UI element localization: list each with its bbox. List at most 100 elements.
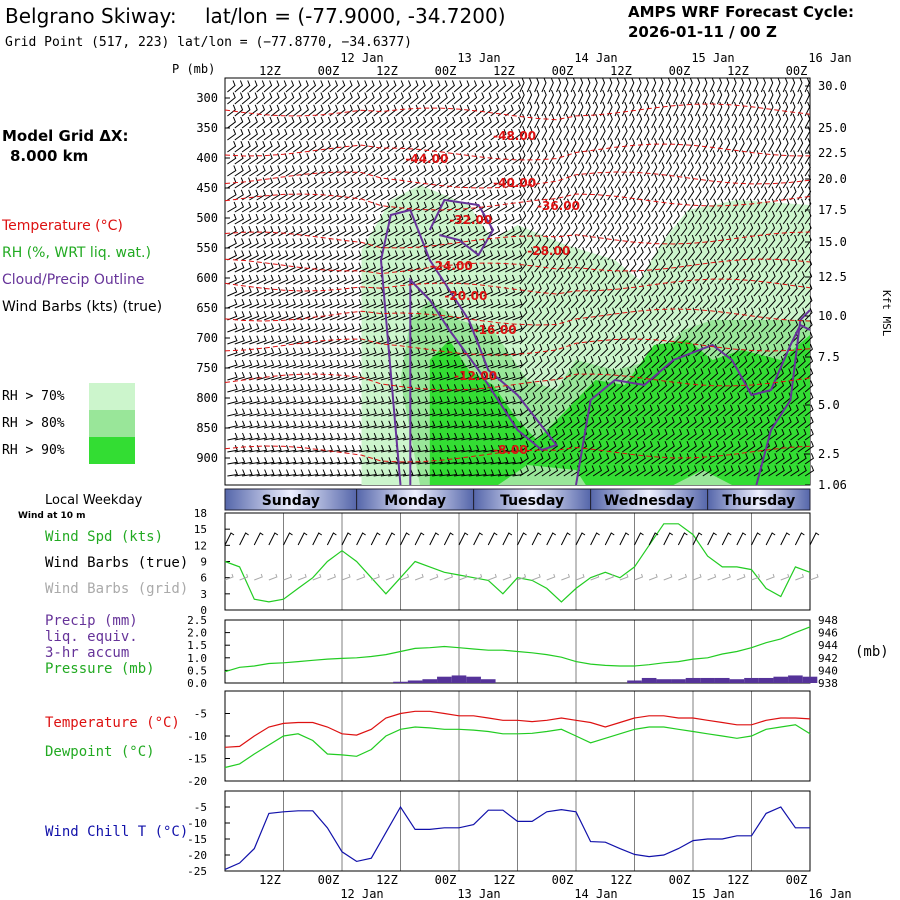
wind-barb	[453, 359, 465, 369]
wind-barb	[570, 186, 578, 201]
wind-barb	[797, 150, 804, 165]
wind-barb	[731, 319, 740, 333]
wind-barb	[607, 138, 614, 153]
wind-barb	[249, 213, 259, 225]
wind-barb	[351, 201, 362, 213]
wind-barb	[760, 150, 767, 165]
wind-barb	[359, 469, 370, 477]
wind-barb	[526, 331, 535, 345]
wind-barb	[300, 226, 311, 237]
wind-barb	[709, 319, 718, 333]
wind-barb	[307, 396, 319, 405]
wind-barb	[395, 213, 405, 225]
wind-barb	[249, 323, 260, 333]
wind-barb	[695, 453, 705, 465]
wind-barb	[322, 226, 332, 237]
wind-barb	[483, 445, 494, 453]
wind-barb	[541, 101, 547, 117]
wind-barb	[278, 372, 289, 381]
wind-barb	[512, 141, 522, 153]
wind-barb	[716, 198, 724, 213]
wind-barb	[322, 201, 332, 213]
wind-barb	[797, 368, 806, 381]
wind-barb	[497, 165, 507, 177]
wind-barb	[453, 80, 463, 93]
wind-barb	[336, 153, 347, 165]
wind-barb	[439, 384, 450, 393]
wind-barb	[694, 150, 702, 165]
wind-barb	[395, 323, 406, 333]
wind-barb	[724, 271, 732, 285]
wind-barb	[519, 465, 529, 477]
wind-barb	[717, 380, 726, 393]
wind-barb	[263, 128, 273, 141]
precip-bar	[758, 677, 774, 683]
wind-barb	[527, 465, 537, 477]
wind-barb	[307, 104, 317, 117]
wind-barb	[241, 286, 252, 297]
wind-barb	[782, 331, 791, 345]
wind-barb	[241, 396, 253, 405]
wind-barb	[709, 259, 717, 273]
wind-barb	[453, 372, 465, 381]
wind-barb	[344, 153, 354, 165]
wind-barb	[577, 113, 584, 129]
wind-barb	[731, 222, 739, 237]
wind-barb	[410, 201, 420, 213]
wind-barb	[417, 372, 428, 381]
wind-barb	[490, 286, 501, 297]
wind-barb	[410, 457, 421, 465]
wind-barb	[541, 126, 548, 141]
wind-barb	[738, 234, 746, 249]
wind-barb	[483, 262, 494, 273]
wind-barb	[526, 210, 534, 225]
wind-barb	[643, 186, 651, 201]
wind-barb	[490, 128, 500, 141]
top-hour-label: 12Z	[727, 64, 749, 78]
wind-barb	[636, 404, 646, 417]
height-tick: 1.06	[818, 478, 847, 492]
wind-barb	[285, 165, 295, 177]
wind-barb	[804, 343, 813, 357]
wind-barb	[432, 359, 443, 369]
wind-barb	[241, 177, 252, 189]
wind-barb	[738, 101, 745, 117]
wind-barb	[417, 128, 427, 141]
wind-barb	[453, 408, 465, 417]
wind-barb	[775, 210, 783, 225]
wind-barb	[665, 113, 672, 129]
wind-barb	[336, 396, 348, 405]
wind-barb	[431, 226, 442, 237]
wind-barb	[227, 347, 238, 357]
wind-barb	[548, 271, 557, 285]
wind-barb	[621, 271, 630, 285]
wind-barb	[614, 416, 624, 429]
wind-barb	[512, 92, 521, 105]
wind-barb	[314, 128, 324, 141]
wind-barb	[351, 80, 360, 93]
wind-barb	[344, 359, 355, 369]
wind-barb	[804, 283, 813, 297]
wind-barb	[263, 359, 275, 369]
wind-barb	[724, 101, 730, 117]
wind-barb	[409, 80, 419, 93]
wind-barb	[665, 126, 672, 141]
wind-barb	[782, 404, 792, 417]
y-tick: 3	[200, 588, 207, 601]
wind-barb-true	[575, 532, 586, 546]
wind-barb	[410, 153, 420, 165]
wind-barb	[556, 368, 565, 381]
wind-barb	[636, 222, 644, 237]
top-hour-label: 00Z	[786, 64, 808, 78]
pressure-tick: 450	[196, 181, 218, 195]
temperature-contour	[224, 278, 811, 295]
wind-barb	[614, 380, 624, 393]
wind-barb	[300, 384, 311, 393]
wind-barb	[673, 271, 681, 285]
wind-barb	[738, 77, 745, 93]
wind-barb	[300, 250, 311, 261]
wind-barb	[351, 445, 363, 453]
precip-bar	[773, 676, 789, 683]
wind-barb	[417, 457, 429, 465]
